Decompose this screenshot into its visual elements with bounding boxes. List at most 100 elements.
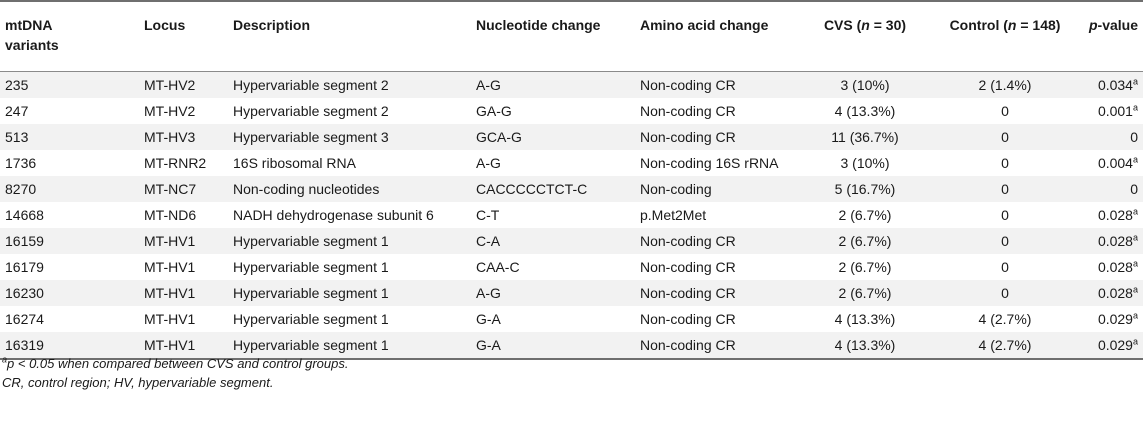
cell-locus: MT-HV1 xyxy=(144,331,233,360)
cell-nucleotide-change: C-A xyxy=(476,227,640,254)
header-p-value: p-value xyxy=(1080,0,1143,72)
cell-amino-acid-change: Non-coding CR xyxy=(640,102,736,119)
cell-control: 0 xyxy=(930,227,1080,254)
header-variants-line1: mtDNA xyxy=(5,17,53,33)
table-body: 235 MT-HV2 Hypervariable segment 2 A-G Non-c… xyxy=(0,71,1143,360)
header-description: Description xyxy=(233,0,476,72)
cell-locus: MT-HV1 xyxy=(144,227,233,254)
cell-nucleotide-change: GA-G xyxy=(476,102,512,119)
cell-locus: MT-HV1 xyxy=(144,279,233,306)
significance-marker: a xyxy=(1132,309,1138,320)
footnote-abbreviations: CR, control region; HV, hypervariable se… xyxy=(2,375,274,390)
cell-control: 0 xyxy=(930,175,1080,202)
cell-nucleotide-change: C-T xyxy=(476,206,500,223)
cell-description: 16S ribosomal RNA xyxy=(233,154,356,171)
header-mtdna-variants: mtDNA variants xyxy=(0,0,144,72)
cell-description: Hypervariable segment 1 xyxy=(233,227,476,254)
cell-p-value: 0.028a xyxy=(1097,205,1138,223)
cell-control: 0 xyxy=(930,123,1080,150)
cell-variant: 16319 xyxy=(0,331,144,360)
cell-nucleotide-change: GCA-G xyxy=(476,123,640,150)
cell-description: Non-coding nucleotides xyxy=(233,175,476,202)
cell-nucleotide-change: A-G xyxy=(476,154,501,171)
cell-description: Hypervariable segment 1 xyxy=(233,279,476,306)
cell-p-value: 0.028a xyxy=(1097,257,1138,275)
variants-table-container: mtDNA variants Locus Description Nucleot… xyxy=(0,0,1143,360)
cell-amino-acid-change: Non-coding 16S rRNA xyxy=(640,154,779,171)
cell-p-value: 0 xyxy=(1080,175,1143,202)
cell-p-value: 0.029a xyxy=(1080,331,1143,360)
significance-marker: a xyxy=(1132,205,1138,216)
cell-variant: 14668 xyxy=(5,206,44,223)
cell-amino-acid-change: p.Met2Met xyxy=(640,206,707,223)
mtdna-variants-table: mtDNA variants Locus Description Nucleot… xyxy=(0,0,1143,360)
cell-locus: MT-ND6 xyxy=(144,206,197,223)
cell-cvs: 4 (13.3%) xyxy=(834,102,896,119)
cell-locus: MT-HV1 xyxy=(144,258,196,275)
cell-cvs: 5 (16.7%) xyxy=(800,175,930,202)
cell-variant: 513 xyxy=(0,123,144,150)
cell-p-value: 0 xyxy=(1080,123,1143,150)
significance-marker: a xyxy=(1132,75,1138,86)
table-row: 16274 MT-HV1 Hypervariable segment 1 G-A Non… xyxy=(0,306,1143,332)
cell-cvs: 2 (6.7%) xyxy=(800,227,930,254)
cell-amino-acid-change: Non-coding xyxy=(640,175,800,202)
cell-cvs: 4 (13.3%) xyxy=(834,310,896,327)
cell-control: 0 xyxy=(930,279,1080,306)
cell-amino-acid-change: Non-coding CR xyxy=(640,227,800,254)
cell-locus: MT-HV3 xyxy=(144,123,233,150)
cell-amino-acid-change: Non-coding CR xyxy=(640,71,800,98)
table-row: 235 MT-HV2 Hypervariable segment 2 A-G Non-c… xyxy=(0,71,1143,98)
cell-variant: 247 xyxy=(5,102,29,119)
table-row: 247 MT-HV2 Hypervariable segment 2 GA-G Non-… xyxy=(0,98,1143,124)
table-row: 16159 MT-HV1 Hypervariable segment 1 C-A Non… xyxy=(0,227,1143,254)
significance-marker: a xyxy=(1132,231,1138,242)
cell-control: 2 (1.4%) xyxy=(930,71,1080,98)
significance-marker: a xyxy=(1132,283,1138,294)
cell-nucleotide-change: A-G xyxy=(476,71,640,98)
cell-p-value: 0.029a xyxy=(1097,309,1138,327)
cell-cvs: 3 (10%) xyxy=(800,71,930,98)
cell-control: 0 xyxy=(1001,102,1009,119)
table-row: 16179 MT-HV1 Hypervariable segment 1 CAA-C N… xyxy=(0,254,1143,280)
cell-p-value: 0.034a xyxy=(1080,71,1143,98)
cell-amino-acid-change: Non-coding CR xyxy=(640,123,800,150)
cell-control: 4 (2.7%) xyxy=(978,310,1032,327)
cell-nucleotide-change: CAA-C xyxy=(476,258,520,275)
cell-description: Hypervariable segment 3 xyxy=(233,123,476,150)
cell-variant: 16159 xyxy=(0,227,144,254)
cell-control: 0 xyxy=(1001,154,1009,171)
cell-locus: MT-HV2 xyxy=(144,102,196,119)
cell-cvs: 2 (6.7%) xyxy=(800,279,930,306)
cell-description: Hypervariable segment 2 xyxy=(233,71,476,98)
header-amino-acid-change: Amino acid change xyxy=(640,0,800,72)
cell-locus: MT-RNR2 xyxy=(144,154,207,171)
header-locus: Locus xyxy=(144,0,233,72)
cell-variant: 8270 xyxy=(0,175,144,202)
significance-marker: a xyxy=(1132,257,1138,268)
cell-cvs: 3 (10%) xyxy=(840,154,890,171)
cell-control: 0 xyxy=(1001,206,1009,223)
cell-description: Hypervariable segment 1 xyxy=(233,310,389,327)
cell-amino-acid-change: Non-coding CR xyxy=(640,279,800,306)
cell-cvs: 2 (6.7%) xyxy=(838,206,892,223)
cell-control: 0 xyxy=(1001,258,1009,275)
cell-p-value: 0.001a xyxy=(1097,101,1138,119)
cell-amino-acid-change: Non-coding CR xyxy=(640,310,736,327)
cell-description: Hypervariable segment 1 xyxy=(233,258,389,275)
cell-nucleotide-change: A-G xyxy=(476,279,640,306)
cell-variant: 16230 xyxy=(0,279,144,306)
table-row: 14668 MT-ND6 NADH dehydrogenase subunit 6 C… xyxy=(0,202,1143,228)
cell-locus: MT-NC7 xyxy=(144,175,233,202)
header-variants-line2: variants xyxy=(5,37,59,53)
cell-cvs: 2 (6.7%) xyxy=(838,258,892,275)
cell-nucleotide-change: G-A xyxy=(476,310,501,327)
cell-p-value: 0.028a xyxy=(1080,279,1143,306)
cell-amino-acid-change: Non-coding CR xyxy=(640,258,736,275)
cell-description: Hypervariable segment 2 xyxy=(233,102,389,119)
table-row: 1736 MT-RNR2 16S ribosomal RNA A-G Non-codin… xyxy=(0,150,1143,176)
cell-cvs: 4 (13.3%) xyxy=(800,331,930,360)
significance-marker: a xyxy=(1132,153,1138,164)
cell-variant: 16274 xyxy=(5,310,44,327)
cell-locus: MT-HV2 xyxy=(144,71,233,98)
